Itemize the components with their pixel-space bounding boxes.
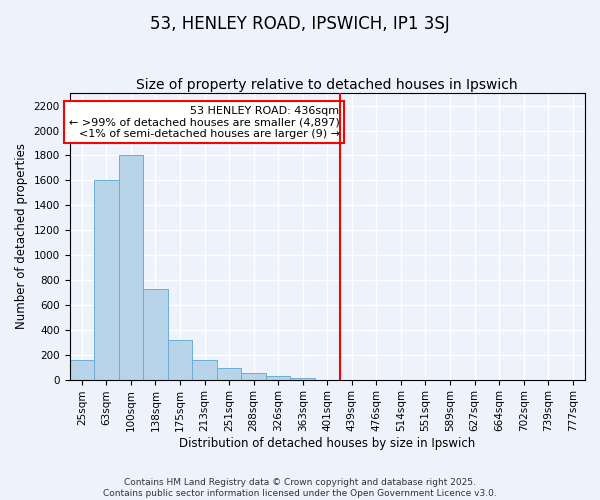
Bar: [94, 180, 119, 380]
Bar: [266, 376, 290, 380]
Y-axis label: Number of detached properties: Number of detached properties: [15, 144, 28, 330]
Bar: [119, 156, 143, 380]
Text: 53 HENLEY ROAD: 436sqm
← >99% of detached houses are smaller (4,897)
<1% of semi: 53 HENLEY ROAD: 436sqm ← >99% of detache…: [69, 106, 340, 139]
Text: 53, HENLEY ROAD, IPSWICH, IP1 3SJ: 53, HENLEY ROAD, IPSWICH, IP1 3SJ: [150, 15, 450, 33]
Bar: [290, 378, 315, 380]
Bar: [241, 374, 266, 380]
X-axis label: Distribution of detached houses by size in Ipswich: Distribution of detached houses by size …: [179, 437, 475, 450]
Bar: [168, 340, 192, 380]
Bar: [143, 288, 168, 380]
Bar: [217, 368, 241, 380]
Text: Contains HM Land Registry data © Crown copyright and database right 2025.
Contai: Contains HM Land Registry data © Crown c…: [103, 478, 497, 498]
Bar: [192, 360, 217, 380]
Title: Size of property relative to detached houses in Ipswich: Size of property relative to detached ho…: [136, 78, 518, 92]
Bar: [70, 360, 94, 380]
